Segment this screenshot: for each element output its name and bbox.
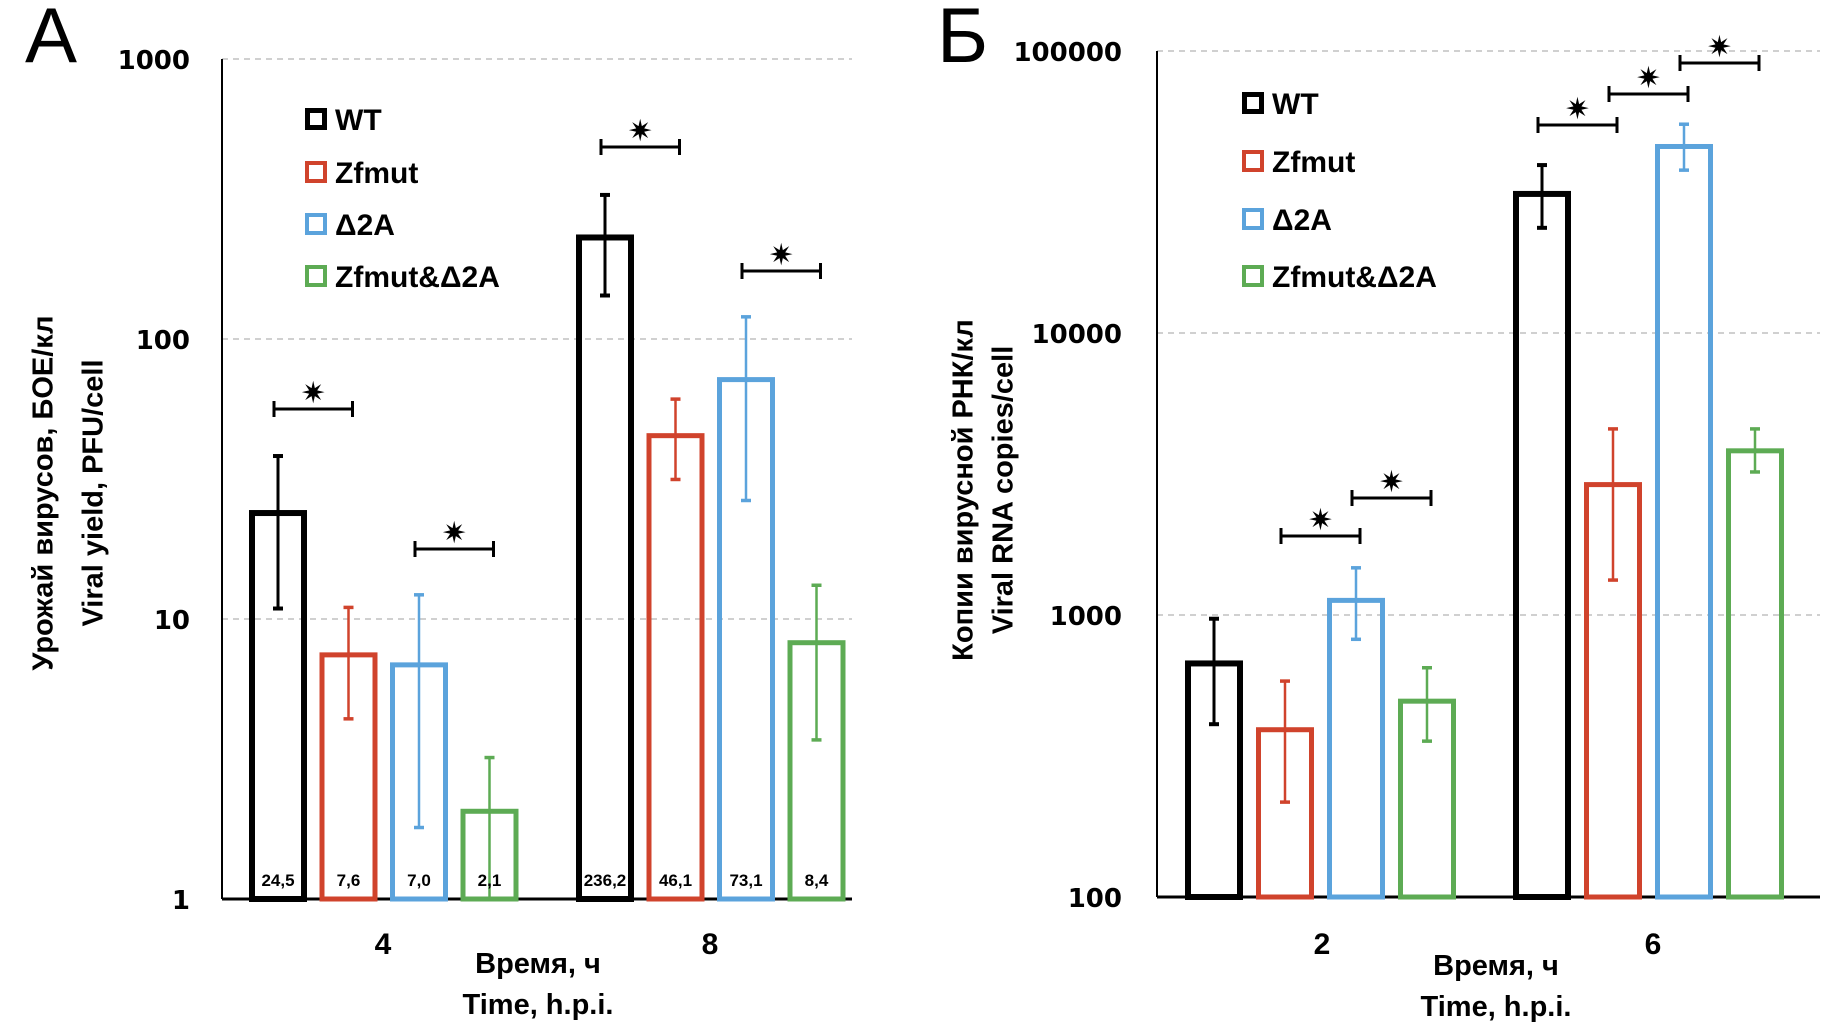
legend-swatch	[305, 108, 327, 130]
legend-item: Δ2A	[1242, 204, 1332, 237]
panel-letter: Б	[937, 0, 988, 79]
data-label: 24,5	[261, 871, 294, 890]
legend: WT Zfmut Δ2A Zfmut&Δ2A	[305, 104, 500, 294]
x-tick-label: 2	[1314, 928, 1331, 961]
legend-swatch	[1242, 208, 1264, 230]
y-tick-label: 1000	[118, 46, 190, 76]
legend-label: Δ2A	[335, 209, 395, 242]
y-axis-title: Урожай вирусов, БОЕ/кл	[28, 315, 60, 670]
data-label: 236,2	[584, 871, 627, 890]
legend-label: WT	[1272, 88, 1319, 121]
x-tick-label: 8	[702, 928, 719, 961]
legend-label: Zfmut&Δ2A	[1272, 261, 1437, 294]
x-axis-title: Время, ч	[475, 948, 601, 980]
data-label: 46,1	[659, 871, 692, 890]
asterisk-icon: ✷	[1379, 465, 1404, 500]
bar-zfmut	[646, 433, 705, 902]
asterisk-icon: ✷	[442, 516, 467, 551]
legend-swatch	[1242, 92, 1264, 114]
legend-label: WT	[335, 104, 382, 137]
x-axis-title: Time, h.p.i.	[1421, 991, 1572, 1023]
asterisk-icon: ✷	[1565, 92, 1590, 127]
significance-bracket: ✷	[1607, 61, 1690, 102]
data-label: 8,4	[805, 871, 829, 890]
panel-letter: A	[25, 0, 77, 79]
legend-label: Zfmut	[335, 157, 418, 190]
legend-item: Zfmut	[1242, 146, 1355, 179]
data-label: 7,0	[407, 871, 431, 890]
data-label: 73,1	[729, 871, 762, 890]
x-tick-label: 4	[375, 928, 392, 961]
legend-label: Zfmut&Δ2A	[335, 261, 500, 294]
significance-bracket: ✷	[1536, 92, 1619, 133]
y-tick-label: 10	[154, 606, 190, 636]
y-axis-title: Viral RNA copies/cell	[988, 346, 1020, 635]
legend-item: Zfmut	[305, 157, 418, 190]
data-label: 7,6	[337, 871, 361, 890]
legend-swatch	[305, 213, 327, 235]
y-tick-label: 1000	[1050, 602, 1122, 632]
x-tick-label: 6	[1645, 928, 1662, 961]
bar-zfmut--2a	[1726, 448, 1784, 900]
significance-bracket: ✷	[1279, 503, 1362, 544]
asterisk-icon: ✷	[1308, 503, 1333, 538]
legend-swatch	[305, 161, 327, 183]
bar--2a	[1327, 597, 1385, 900]
y-tick-label: 10000	[1032, 320, 1122, 350]
chart-panel-a: A 1 10 100 1000 Урожай вирусов, БОЕ/кл Viral y…	[25, 0, 852, 1021]
asterisk-icon: ✷	[301, 376, 326, 411]
significance-bracket: ✷	[272, 376, 354, 417]
y-tick-label: 100000	[1013, 38, 1122, 68]
bar--2a	[1655, 143, 1713, 900]
legend-item: Δ2A	[305, 209, 395, 242]
y-tick-label: 1	[172, 886, 190, 916]
x-axis-title: Time, h.p.i.	[463, 989, 614, 1021]
bar-wt	[1513, 190, 1571, 900]
y-tick-label: 100	[1068, 884, 1122, 914]
chart-panel-b: Б 100 1000 10000 100000 Копии вирусной РНК/кл…	[937, 0, 1820, 1023]
legend: WT Zfmut Δ2A Zfmut&Δ2A	[1242, 88, 1437, 294]
y-axis-title: Копии вирусной РНК/кл	[948, 319, 980, 661]
significance-bracket: ✷	[1678, 30, 1761, 71]
legend-item: WT	[1242, 88, 1319, 121]
legend-label: Δ2A	[1272, 204, 1332, 237]
asterisk-icon: ✷	[769, 238, 794, 273]
legend-item: Zfmut&Δ2A	[1242, 261, 1437, 294]
asterisk-icon: ✷	[628, 114, 653, 149]
asterisk-icon: ✷	[1636, 61, 1661, 96]
y-axis-title: Viral yield, PFU/cell	[78, 359, 110, 626]
legend-item: WT	[305, 104, 382, 137]
legend-swatch	[1242, 265, 1264, 287]
legend-swatch	[305, 265, 327, 287]
legend-label: Zfmut	[1272, 146, 1355, 179]
asterisk-icon: ✷	[1707, 30, 1732, 65]
significance-bracket: ✷	[740, 238, 822, 279]
significance-bracket: ✷	[413, 516, 495, 557]
x-axis-title: Время, ч	[1433, 950, 1559, 982]
legend-item: Zfmut&Δ2A	[305, 261, 500, 294]
legend-swatch	[1242, 150, 1264, 172]
significance-bracket: ✷	[599, 114, 681, 155]
bar-wt	[576, 234, 634, 902]
significance-bracket: ✷	[1350, 465, 1433, 506]
y-tick-label: 100	[136, 326, 190, 356]
data-label: 2,1	[478, 871, 502, 890]
